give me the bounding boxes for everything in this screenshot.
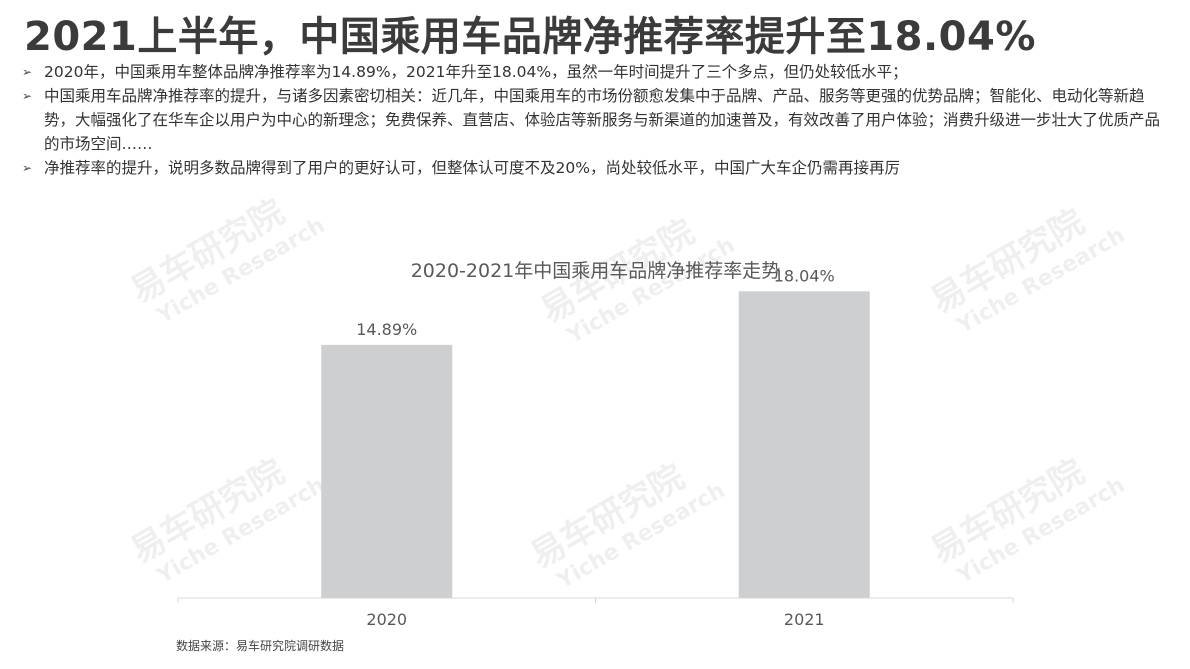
data-label-2020: 14.89%	[356, 320, 417, 339]
x-tick-label-2021: 2021	[784, 610, 825, 629]
bar-2021	[738, 291, 870, 598]
bullet-item: ➢ 净推荐率的提升，说明多数品牌得到了用户的更好认可，但整体认可度不及20%，尚处…	[22, 156, 1172, 180]
bullet-text: 2020年，中国乘用车整体品牌净推荐率为14.89%，2021年升至18.04%…	[44, 63, 908, 81]
bullet-text: 中国乘用车品牌净推荐率的提升，与诸多因素密切相关：近几年，中国乘用车的市场份额愈…	[44, 87, 1161, 153]
bullet-item: ➢ 中国乘用车品牌净推荐率的提升，与诸多因素密切相关：近几年，中国乘用车的市场份额…	[22, 84, 1172, 156]
data-source-note: 数据来源：易车研究院调研数据	[176, 639, 345, 653]
arrow-bullet-icon: ➢	[22, 65, 33, 79]
bar-chart: 2020-2021年中国乘用车品牌净推荐率走势 14.89% 2020 18.04% 2…	[177, 260, 1014, 629]
arrow-bullet-icon: ➢	[22, 161, 33, 175]
bullet-text: 净推荐率的提升，说明多数品牌得到了用户的更好认可，但整体认可度不及20%，尚处较…	[44, 159, 900, 177]
bullet-item: ➢ 2020年，中国乘用车整体品牌净推荐率为14.89%，2021年升至18.04…	[22, 60, 1172, 84]
page-title: 2021上半年，中国乘用车品牌净推荐率提升至18.04%	[24, 14, 1036, 60]
data-label-2021: 18.04%	[774, 266, 835, 285]
bullet-list: ➢ 2020年，中国乘用车整体品牌净推荐率为14.89%，2021年升至18.04…	[22, 60, 1172, 180]
x-tick-label-2020: 2020	[366, 610, 407, 629]
bar-2020	[321, 344, 453, 598]
arrow-bullet-icon: ➢	[22, 89, 33, 103]
chart-title: 2020-2021年中国乘用车品牌净推荐率走势	[411, 260, 781, 282]
